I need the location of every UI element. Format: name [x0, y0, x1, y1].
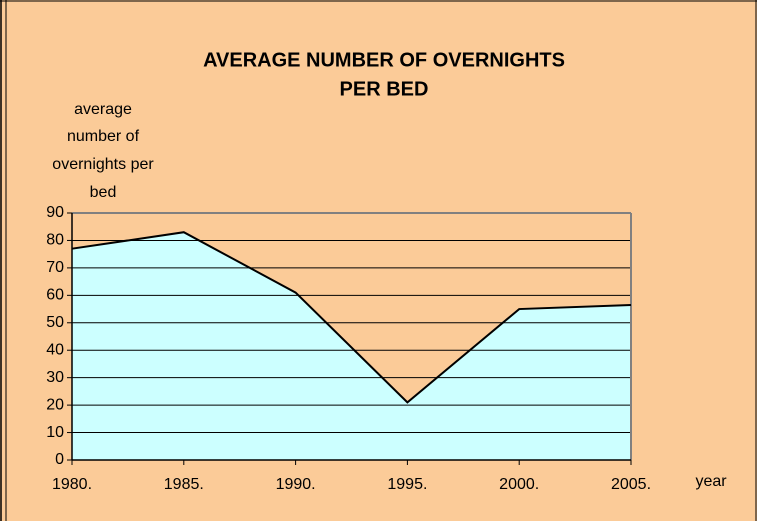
y-axis-label: number of — [67, 128, 140, 145]
y-tick-label: 10 — [46, 424, 64, 441]
area-line — [71, 231, 632, 404]
y-tick-label: 20 — [46, 396, 64, 413]
y-tick-label: 50 — [46, 314, 64, 331]
y-tick-label: 0 — [55, 451, 64, 468]
y-tick-label: 80 — [46, 232, 64, 249]
x-tick-label: 1985. — [164, 476, 204, 493]
x-tick-label: 1980. — [52, 476, 92, 493]
x-tick-label: 2005. — [611, 476, 651, 493]
x-tick-label: 1995. — [387, 476, 427, 493]
x-tick-label: 1990. — [276, 476, 316, 493]
x-axis-label: year — [695, 473, 727, 490]
y-tick-label: 90 — [46, 204, 64, 221]
y-tick-label: 70 — [46, 259, 64, 276]
area-fill — [72, 232, 631, 460]
x-tick-label: 2000. — [499, 476, 539, 493]
y-axis-label: average — [74, 101, 132, 118]
chart-title: PER BED — [340, 78, 429, 100]
y-axis-label: overnights per — [52, 156, 154, 173]
y-tick-label: 30 — [46, 369, 64, 386]
y-axis-label: bed — [90, 184, 117, 201]
y-tick-label: 60 — [46, 287, 64, 304]
chart-title: AVERAGE NUMBER OF OVERNIGHTS — [203, 49, 565, 71]
y-tick-label: 40 — [46, 341, 64, 358]
